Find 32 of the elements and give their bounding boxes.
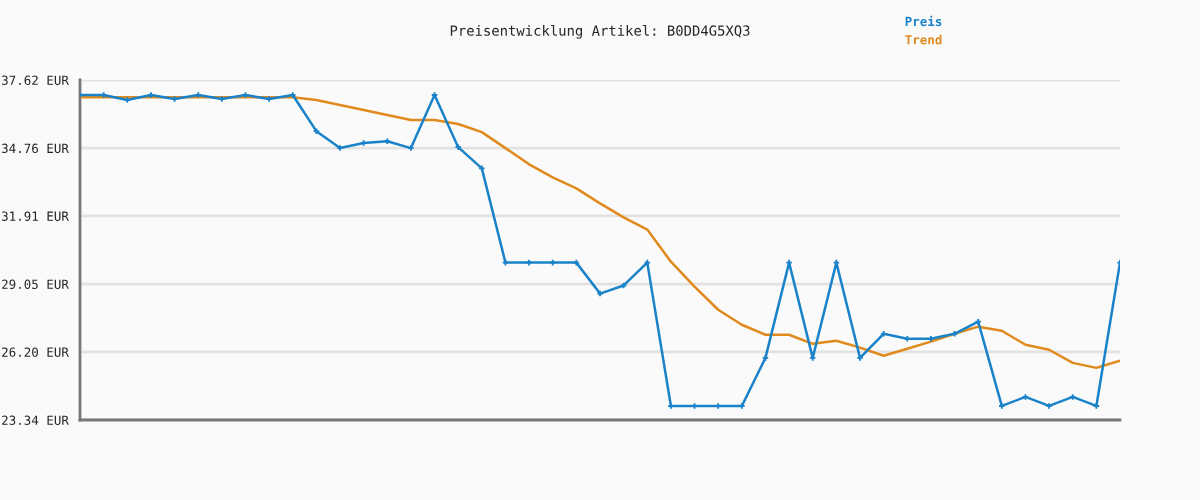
y-tick-label: 29.05 EUR xyxy=(2,279,69,290)
point xyxy=(408,145,414,151)
point xyxy=(999,403,1005,409)
point xyxy=(1093,403,1100,409)
y-tick-label: 26.20 EUR xyxy=(2,347,69,357)
point xyxy=(219,96,225,102)
y-tick-label: 23.34 EUR xyxy=(2,415,69,425)
point xyxy=(549,259,556,266)
point xyxy=(479,165,485,172)
point xyxy=(384,138,391,144)
point xyxy=(1046,403,1052,409)
point xyxy=(573,259,580,266)
chart-title: Preisentwicklung Artikel: B0DD4G5XQ3 xyxy=(450,25,750,39)
point xyxy=(124,97,131,103)
y-tick-label: 31.91 EUR xyxy=(2,211,69,221)
y-tick-label: 34.76 EUR xyxy=(2,143,69,154)
point xyxy=(313,128,320,134)
point xyxy=(266,96,272,102)
point xyxy=(975,318,981,325)
point xyxy=(148,92,154,98)
point xyxy=(1069,394,1076,400)
point xyxy=(739,403,745,409)
text: Trend xyxy=(905,34,942,45)
point xyxy=(644,259,651,266)
point xyxy=(337,145,343,151)
point xyxy=(195,92,201,98)
y-tick-label: 37.62 EUR xyxy=(2,75,69,85)
point xyxy=(289,92,296,98)
point xyxy=(526,259,532,266)
text: Preis xyxy=(905,15,942,27)
point xyxy=(857,355,863,361)
point xyxy=(455,144,461,150)
